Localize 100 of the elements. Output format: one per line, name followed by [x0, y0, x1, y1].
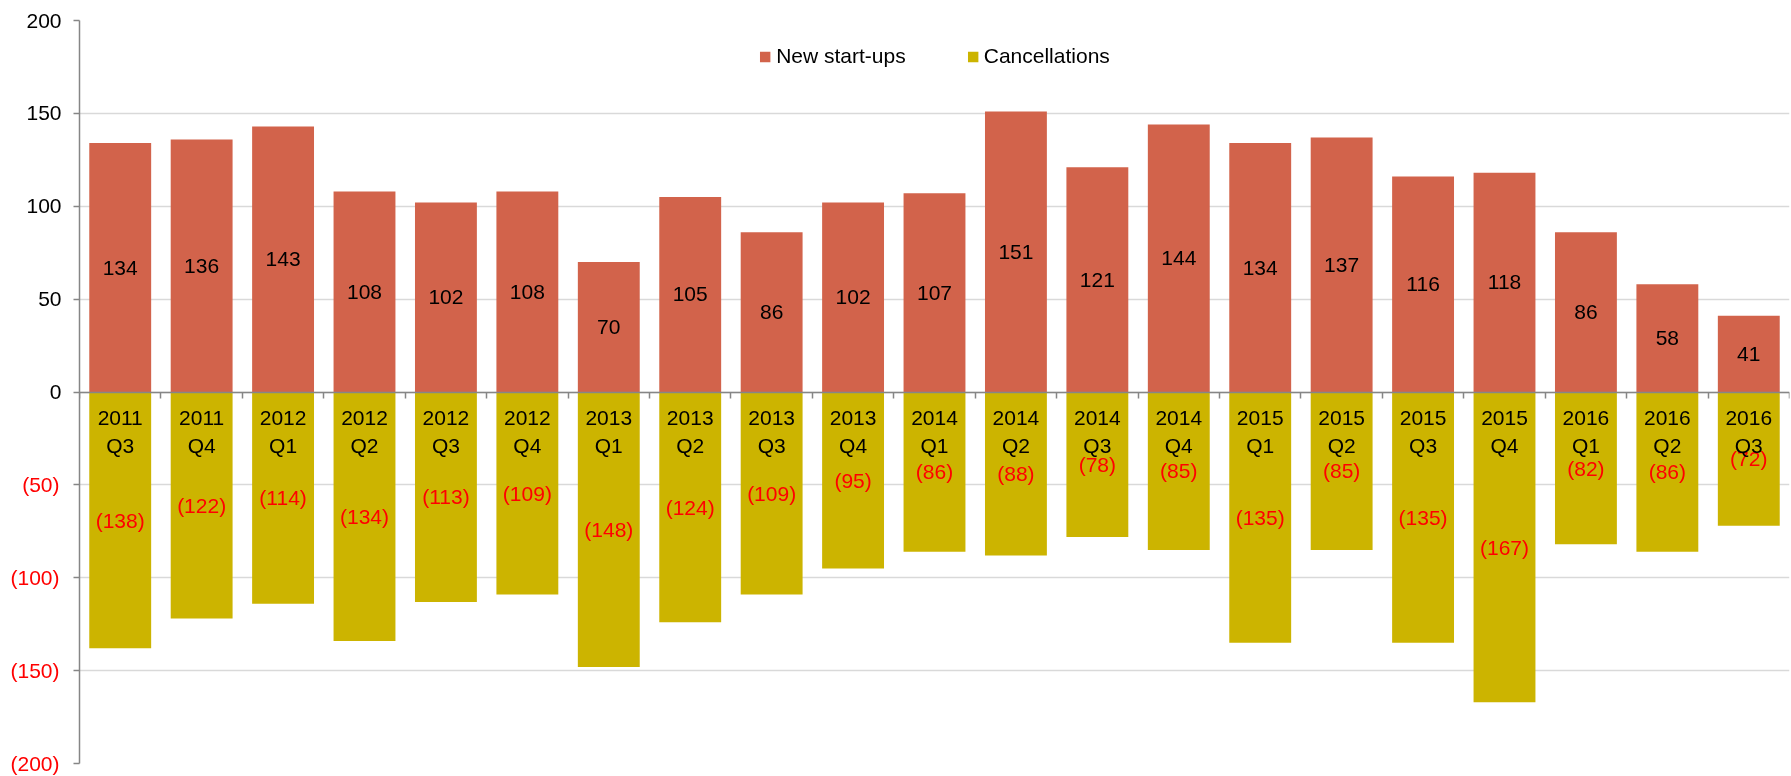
bar: [1392, 392, 1455, 643]
data-label: (167): [1479, 535, 1530, 559]
data-label: (134): [339, 504, 390, 528]
bar: [577, 261, 640, 392]
x-tick-label: 2012 Q4: [504, 406, 551, 457]
bar: [1147, 124, 1210, 392]
bar: [1229, 392, 1292, 643]
x-tick-label: 2013 Q1: [585, 406, 633, 457]
data-label: (109): [747, 481, 797, 505]
y-tick-label: 50: [38, 287, 62, 311]
bar: [414, 392, 477, 602]
x-tick-label: 2012 Q3: [422, 406, 470, 457]
bar: [170, 392, 233, 619]
data-label: 136: [184, 253, 220, 277]
bar: [822, 392, 885, 569]
bar: [984, 111, 1047, 392]
data-label: 102: [835, 285, 871, 309]
bar: [1229, 143, 1292, 392]
bar: [1066, 392, 1129, 537]
data-label: (109): [502, 481, 552, 505]
data-label: 118: [1487, 270, 1522, 294]
data-label: (138): [95, 508, 145, 532]
x-tick-label: 2011 Q4: [179, 406, 225, 457]
bar: [1717, 315, 1780, 392]
bar: [577, 392, 640, 667]
data-label: 137: [1324, 252, 1360, 276]
data-label: 121: [1079, 267, 1115, 291]
data-label: 108: [346, 279, 383, 303]
data-label: (124): [665, 495, 715, 519]
data-label: 151: [998, 239, 1034, 263]
bar: [1636, 284, 1699, 392]
data-label: (95): [834, 468, 872, 492]
data-label: (122): [177, 493, 227, 517]
bar: [496, 191, 559, 392]
legend-label: New start-ups: [776, 44, 906, 68]
y-tick-label: (50): [22, 473, 60, 497]
data-label: (85): [1160, 459, 1198, 483]
data-label: 144: [1161, 246, 1197, 270]
data-label: (135): [1235, 505, 1285, 529]
bar: [1473, 392, 1536, 703]
data-label: (86): [915, 460, 954, 484]
bar: [903, 193, 966, 392]
bar: [252, 392, 315, 604]
bar: [740, 392, 803, 595]
data-label: 105: [672, 282, 708, 306]
data-label: 143: [265, 247, 301, 271]
data-label: 108: [509, 279, 545, 303]
data-label: 134: [102, 255, 139, 279]
bar: [903, 392, 966, 552]
y-tick-label: (100): [10, 566, 60, 590]
bar: [984, 392, 1047, 556]
x-tick-label: 2014 Q4: [1155, 406, 1203, 457]
y-tick-label: (150): [10, 659, 60, 683]
data-label: 70: [597, 314, 621, 338]
x-tick-label: 2012 Q1: [259, 406, 307, 457]
data-label: (86): [1648, 460, 1687, 484]
x-tick-label: 2015 Q4: [1481, 406, 1528, 457]
x-tick-label: 2015 Q3: [1399, 406, 1447, 457]
x-tick-label: 2011 Q3: [97, 406, 143, 457]
x-tick-label: 2016 Q1: [1562, 406, 1610, 457]
data-label: (113): [422, 485, 470, 509]
bar: [1310, 137, 1373, 392]
x-tick-label: 2013 Q4: [829, 406, 877, 457]
data-label: 102: [428, 285, 464, 309]
data-label: 58: [1655, 326, 1680, 350]
bar: [1473, 172, 1536, 392]
data-label: 116: [1406, 272, 1440, 296]
bar: [1554, 392, 1617, 545]
bar: [1554, 232, 1617, 392]
x-tick-label: 2013 Q2: [666, 406, 714, 457]
bar: [414, 202, 477, 392]
data-label: 86: [759, 300, 784, 324]
data-label: (148): [584, 517, 634, 541]
bar: [1310, 392, 1373, 550]
bar: [1717, 392, 1780, 526]
bar: [170, 139, 233, 392]
bar: [333, 392, 396, 641]
bar: [1636, 392, 1699, 552]
x-tick-label: 2013 Q3: [748, 406, 795, 457]
x-tick-label: 2014 Q2: [992, 406, 1040, 457]
bar: [1066, 167, 1129, 392]
data-label: (114): [259, 486, 307, 510]
x-tick-label: 2015 Q1: [1236, 406, 1284, 457]
data-label: (88): [997, 462, 1035, 486]
x-tick-label: 2014 Q1: [911, 406, 959, 457]
data-label: 86: [1574, 300, 1598, 324]
bar: [333, 191, 396, 392]
bar: [1147, 392, 1210, 550]
y-tick-label: 150: [26, 101, 62, 125]
data-label: 134: [1242, 255, 1279, 279]
bar: [659, 392, 722, 623]
data-label: (82): [1567, 456, 1605, 480]
bar: [659, 196, 722, 392]
x-tick-label: 2016 Q2: [1644, 406, 1691, 457]
data-label: 107: [916, 280, 953, 304]
bar: [740, 232, 803, 392]
data-label: (135): [1398, 505, 1448, 529]
bar: [822, 202, 885, 392]
y-tick-label: 200: [26, 8, 62, 32]
x-tick-label: 2015 Q2: [1318, 406, 1365, 457]
